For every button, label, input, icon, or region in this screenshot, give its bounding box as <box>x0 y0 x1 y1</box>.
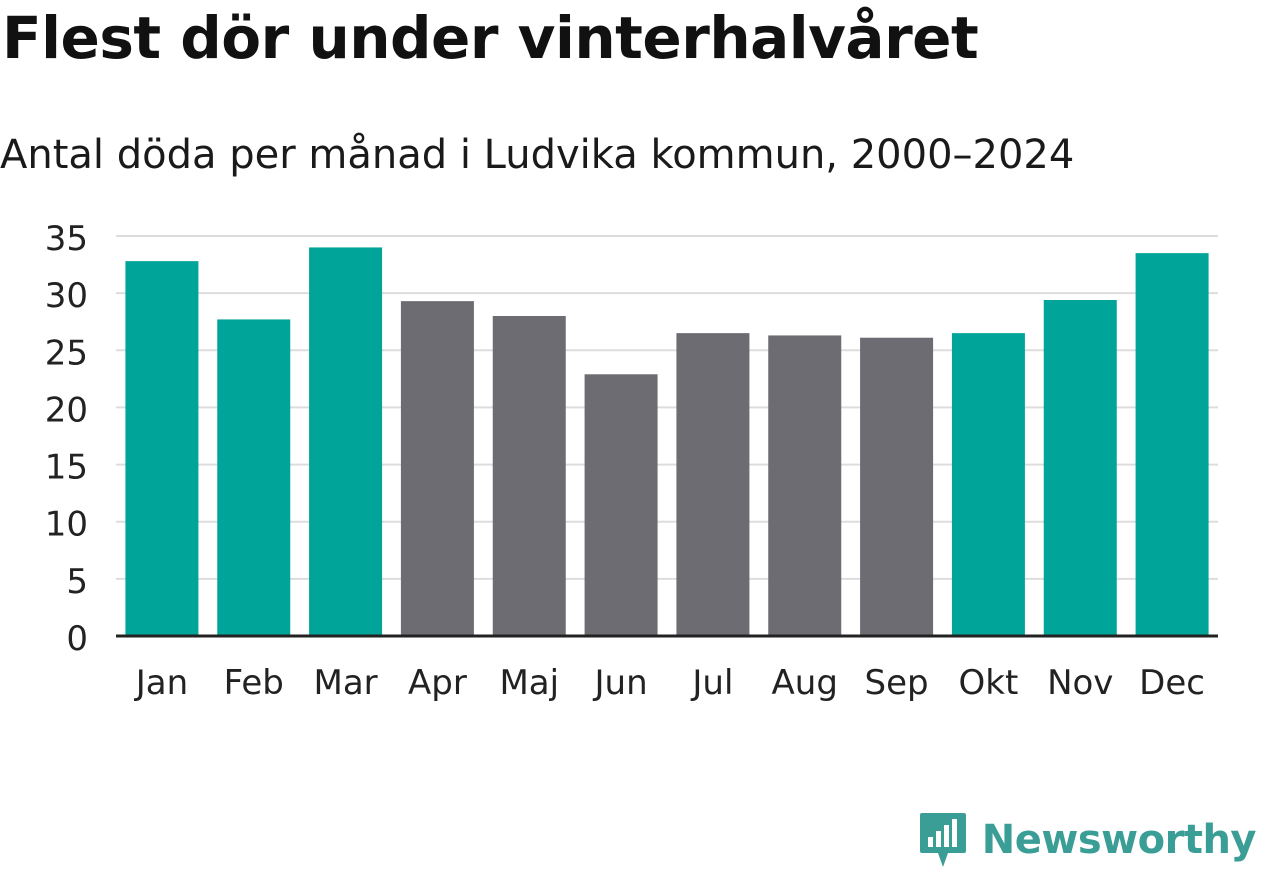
y-tick-label: 5 <box>66 562 88 602</box>
bar-chart-bubble-icon <box>919 813 966 867</box>
x-tick-label: Apr <box>408 663 467 703</box>
brand-logo: Newsworthy <box>918 811 1257 869</box>
bar-aug <box>768 335 842 636</box>
bar-dec <box>1135 253 1209 636</box>
x-tick-label: Jun <box>593 663 648 703</box>
y-tick-label: 10 <box>45 505 88 545</box>
y-tick-label: 25 <box>45 333 88 373</box>
x-tick-label: Mar <box>314 663 378 703</box>
x-tick-label: Aug <box>772 663 838 703</box>
bar-jul <box>676 333 750 636</box>
y-tick-label: 15 <box>45 448 88 488</box>
bar-jan <box>125 261 199 636</box>
y-tick-label: 20 <box>45 390 88 430</box>
bars <box>125 247 1209 636</box>
bar-apr <box>400 301 474 636</box>
x-tick-label: Okt <box>959 663 1019 703</box>
bar-mar <box>309 247 383 636</box>
grid-lines <box>116 235 1218 580</box>
bar-nov <box>1043 300 1117 636</box>
bar-sep <box>860 337 934 636</box>
bar-jun <box>584 374 658 636</box>
x-tick-label: Feb <box>224 663 284 703</box>
y-tick-label: 30 <box>45 276 88 316</box>
y-tick-label: 35 <box>45 219 88 259</box>
x-tick-label: Sep <box>865 663 929 703</box>
axes: 0 5 10 15 20 25 30 35 Jan Feb Mar Apr Maj Jun Jul Aug Se… <box>45 219 1218 703</box>
x-tick-label: Jan <box>134 663 188 703</box>
x-tick-label: Dec <box>1139 663 1205 703</box>
bar-feb <box>217 319 291 636</box>
bar-okt <box>951 333 1025 636</box>
brand-name: Newsworthy <box>981 817 1257 863</box>
bar-maj <box>492 316 566 636</box>
x-tick-label: Jul <box>690 663 733 703</box>
x-tick-label: Nov <box>1047 663 1113 703</box>
y-tick-label: 0 <box>66 619 88 659</box>
chart-subtitle: Antal döda per månad i Ludvika kommun, 2… <box>0 132 1075 178</box>
chart-title: Flest dör under vinterhalvåret <box>2 4 979 72</box>
x-tick-label: Maj <box>499 663 559 703</box>
